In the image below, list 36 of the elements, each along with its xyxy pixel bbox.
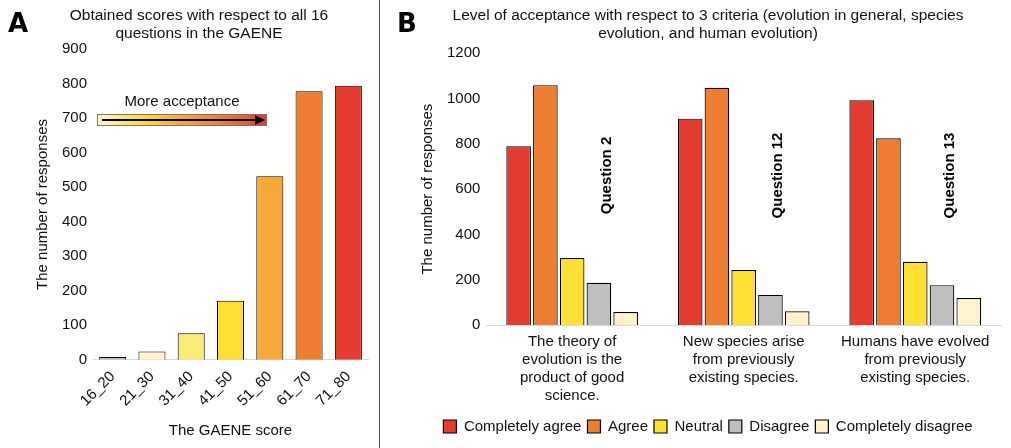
y-tick-label: 400 <box>62 211 88 229</box>
x-tick-label: The theory of evolution is the product of good science. <box>520 332 625 404</box>
annotation: Question 2 <box>596 136 614 215</box>
y-tick-label: 400 <box>455 224 481 242</box>
text: A <box>8 8 29 38</box>
chart-title: Level of acceptance with respect to 3 criteria (evolution in general, species evolution, and human evolution) <box>452 5 964 42</box>
y-axis-title: The number of responses <box>33 119 51 290</box>
chart-title: Obtained scores with respect to all 16 questions in the GAENE <box>69 5 329 42</box>
y-tick-label: 100 <box>62 315 88 333</box>
legend-label: Neutral <box>674 416 723 434</box>
y-tick-label: 300 <box>62 246 88 264</box>
legend-label: Disagree <box>749 416 810 434</box>
y-tick-label: 600 <box>62 142 88 160</box>
annotation: More acceptance <box>123 92 241 109</box>
annotation: Question 13 <box>939 132 957 219</box>
annotation: Question 12 <box>768 132 786 219</box>
y-tick-label: 200 <box>62 280 88 298</box>
y-tick-label: 800 <box>62 73 88 91</box>
x-tick-label: New species arise from previously existing species. <box>682 332 805 386</box>
y-tick-label: 0 <box>78 349 88 367</box>
y-tick-label: 800 <box>455 133 481 151</box>
y-tick-label: 200 <box>455 269 481 287</box>
y-tick-label: 600 <box>455 179 481 197</box>
y-axis-title: The number of responses <box>418 103 436 275</box>
y-tick-label: 1000 <box>446 88 481 106</box>
y-tick-label: 700 <box>62 108 88 126</box>
y-tick-label: 1200 <box>446 43 481 61</box>
legend-label: Completely disagree <box>835 416 973 434</box>
legend-label: Agree <box>607 416 648 434</box>
x-tick-label: Humans have evolved from previously existing species. <box>841 332 990 386</box>
y-tick-label: 500 <box>62 177 88 195</box>
y-tick-label: 0 <box>472 315 481 333</box>
x-axis-title: The GAENE score <box>168 421 293 439</box>
text: B <box>397 8 417 38</box>
y-tick-label: 900 <box>62 39 88 57</box>
legend-label: Completely agree <box>463 416 582 434</box>
